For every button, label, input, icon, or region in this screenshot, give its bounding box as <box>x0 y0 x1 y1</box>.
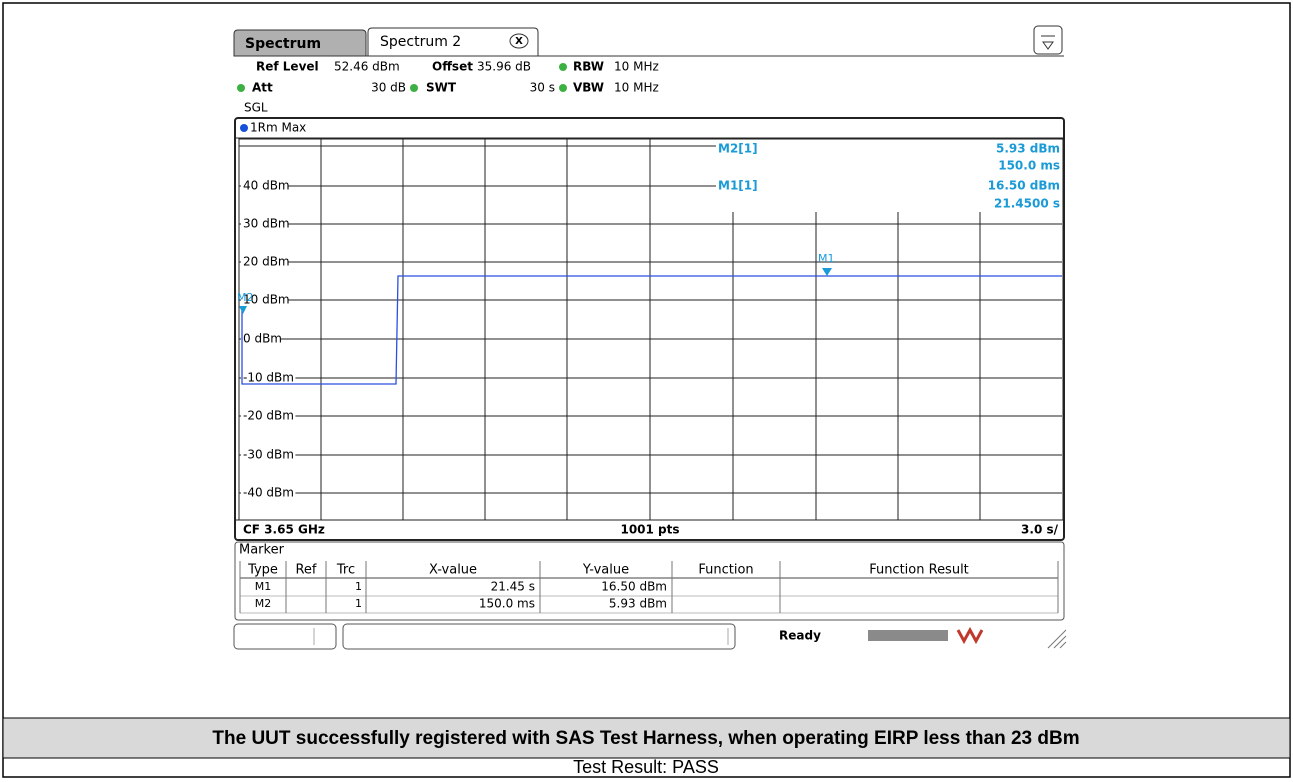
close-label: X <box>515 36 523 47</box>
marker-readout-name: M2[1] <box>718 142 758 156</box>
y-label: -40 dBm <box>243 486 294 500</box>
y-label: 40 dBm <box>243 179 290 193</box>
softkey[interactable] <box>233 623 337 650</box>
table-header: Type <box>247 563 278 578</box>
logo <box>956 626 984 645</box>
label-bg <box>241 332 281 346</box>
setting-label: RBW <box>573 60 604 74</box>
table-header: Function Result <box>869 563 969 578</box>
marker-title: Marker <box>239 543 285 558</box>
cell: 1 <box>355 597 362 610</box>
y-label: 30 dBm <box>243 217 290 231</box>
table-header: Trc <box>336 563 355 578</box>
setting-value: 30 s <box>530 81 555 95</box>
label-bg <box>241 448 296 462</box>
progress-bar <box>868 630 948 641</box>
setting-value: 52.46 dBm <box>334 60 400 74</box>
tab-label: Spectrum <box>245 36 321 52</box>
tab[interactable] <box>367 27 539 56</box>
status: Ready <box>779 629 821 643</box>
setting-label: Ref Level <box>256 60 319 74</box>
marker-readout-x: 150.0 ms <box>998 159 1060 173</box>
setting-label: Offset <box>432 60 473 74</box>
setting-value: 35.96 dB <box>477 60 531 74</box>
setting-value: 10 MHz <box>614 81 659 95</box>
sweep-time: 3.0 s/ <box>1021 523 1059 537</box>
marker-readout-x: 21.4500 s <box>994 197 1060 211</box>
y-label: -30 dBm <box>243 448 294 462</box>
table-header: Function <box>698 563 753 578</box>
marker-readout-y: 16.50 dBm <box>988 179 1060 193</box>
label-bg <box>241 409 296 423</box>
y-label: -10 dBm <box>243 371 294 385</box>
readout-bg <box>716 140 1062 212</box>
setting-value: 30 dB <box>371 81 406 95</box>
result: Test Result: PASS <box>573 757 719 777</box>
label-bg <box>241 486 296 500</box>
table-header: Y-value <box>582 563 629 578</box>
input-field[interactable] <box>342 623 736 650</box>
close-button[interactable] <box>509 33 529 49</box>
marker-panel <box>234 541 1065 621</box>
marker-triangle <box>239 306 247 314</box>
status-dot <box>559 84 567 92</box>
setting-value: 10 MHz <box>614 60 659 74</box>
status-dot <box>237 84 245 92</box>
label-bg <box>241 293 289 307</box>
tab-label: Spectrum 2 <box>380 34 461 50</box>
cell: 5.93 dBm <box>609 597 667 611</box>
setting-label: Att <box>252 81 273 95</box>
caption: The UUT successfully registered with SAS… <box>212 728 1079 749</box>
cell: 16.50 dBm <box>601 580 667 594</box>
cell: 1 <box>355 580 362 593</box>
marker-triangle <box>822 268 832 276</box>
cell: 150.0 ms <box>479 597 535 611</box>
trace <box>241 275 1062 385</box>
menu-button[interactable] <box>1033 25 1063 55</box>
cell: M1 <box>255 580 272 593</box>
y-label: -20 dBm <box>243 409 294 423</box>
sweep-mode: SGL <box>244 101 268 115</box>
menu-icon <box>1041 35 1055 50</box>
table-header: Ref <box>295 563 316 578</box>
setting-label: SWT <box>426 81 457 95</box>
cell: 21.45 s <box>491 580 535 594</box>
label-bg <box>241 371 296 385</box>
resize-grip <box>1047 629 1067 649</box>
marker-readout-y: 5.93 dBm <box>996 142 1060 156</box>
marker-readout-name: M1[1] <box>718 179 758 193</box>
y-label: 0 dBm <box>243 332 282 346</box>
label-bg <box>241 255 289 269</box>
tab[interactable] <box>233 29 367 57</box>
trace-dot <box>240 124 248 132</box>
points: 1001 pts <box>620 523 679 537</box>
trace-label: 1Rm Max <box>250 121 306 135</box>
table-header: X-value <box>429 563 477 578</box>
status-dot <box>410 84 418 92</box>
label-bg <box>241 217 289 231</box>
center-frequency: CF 3.65 GHz <box>243 523 325 537</box>
y-label: 10 dBm <box>243 293 290 307</box>
marker-flag: M1 <box>818 252 835 265</box>
y-label: 20 dBm <box>243 255 290 269</box>
setting-label: VBW <box>573 81 604 95</box>
cell: M2 <box>255 597 272 610</box>
status-dot <box>559 63 567 71</box>
marker-flag: M2 <box>237 291 254 304</box>
label-bg <box>241 179 289 193</box>
